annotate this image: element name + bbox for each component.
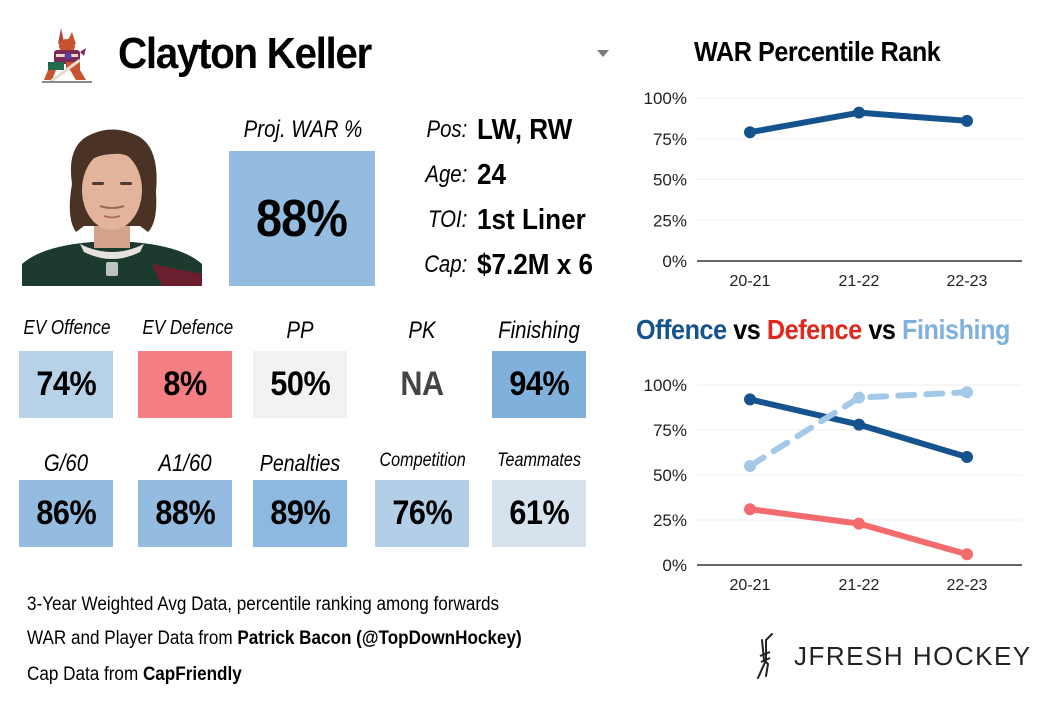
info-row-position: Pos: LW, RW	[405, 108, 615, 152]
stat-tile: 74%	[19, 351, 113, 418]
chart-war-percentile: 0% 25% 50% 75% 100% 20-21 21-22 22-23	[644, 89, 1022, 290]
note-cap-source-name: CapFriendly	[142, 664, 242, 685]
y-tick-label: 0%	[662, 252, 687, 271]
data-point-defence	[961, 548, 973, 561]
stat-tile: NA	[375, 351, 469, 418]
x-tick-label: 22-23	[947, 273, 988, 290]
data-point-finishing	[961, 386, 973, 399]
info-value: 1st Liner	[477, 203, 586, 236]
stat-value: 61%	[509, 494, 569, 532]
stat-label: G/60	[43, 450, 89, 477]
brand-name: JFRESH HOCKEY	[794, 640, 1032, 671]
info-value: 24	[477, 158, 507, 191]
stat-label: PK	[408, 317, 436, 344]
chart-war-title: WAR Percentile Rank	[694, 36, 941, 67]
data-point-war	[853, 106, 865, 119]
data-point-defence	[744, 503, 756, 516]
stat-label: Finishing	[498, 317, 580, 344]
stat-tile: 89%	[253, 480, 347, 547]
data-point-finishing	[744, 460, 756, 472]
stat-label: Teammates	[497, 450, 581, 471]
chart-title-part: Defence	[766, 314, 862, 345]
note-war-source: WAR and Player Data from Patrick Bacon (…	[27, 628, 522, 650]
stat-tile: 76%	[375, 480, 469, 547]
series-line-defence	[747, 506, 970, 558]
stat-value: NA	[400, 365, 444, 403]
info-row-cap: Cap: $7.2M x 6	[405, 243, 615, 287]
x-tick-label: 21-22	[839, 273, 880, 290]
note-war-source-author: Patrick Bacon (@TopDownHockey)	[237, 628, 522, 649]
team-logo	[36, 24, 98, 86]
info-value: LW, RW	[477, 113, 573, 146]
stat-tile: 50%	[253, 351, 347, 418]
stat-value: 89%	[270, 494, 330, 532]
x-tick-label: 22-23	[947, 577, 988, 594]
chart-title-part: vs	[726, 314, 767, 345]
chart-offence-defence-finishing: 0% 25% 50% 75% 100% 20-21 21-22 22-23	[644, 376, 1022, 594]
data-point-offence	[744, 393, 756, 406]
stat-value: 94%	[509, 365, 569, 403]
dropdown-arrow-icon[interactable]	[597, 50, 609, 57]
y-tick-label: 100%	[644, 89, 687, 108]
y-tick-label: 25%	[653, 511, 687, 530]
stat-tile: 8%	[138, 351, 232, 418]
chart-title-part: vs	[861, 314, 903, 345]
proj-war-value: 88%	[256, 189, 349, 248]
x-tick-label: 20-21	[730, 577, 771, 594]
y-tick-label: 50%	[653, 466, 687, 485]
x-tick-label: 20-21	[730, 273, 771, 290]
player-photo	[22, 114, 202, 286]
stat-value: 50%	[270, 365, 330, 403]
proj-war-tile: 88%	[229, 151, 375, 286]
stat-tile: 94%	[492, 351, 586, 418]
stat-label: Penalties	[259, 450, 341, 476]
stat-value: 74%	[36, 365, 96, 403]
stat-label: EV Offence	[23, 317, 111, 339]
data-point-offence	[853, 418, 865, 431]
stat-value: 76%	[392, 494, 452, 532]
note-cap-source: Cap Data from CapFriendly	[27, 664, 242, 686]
info-label: Cap:	[424, 251, 468, 278]
coyotes-logo-icon	[42, 28, 92, 84]
note-war-source-prefix: WAR and Player Data from	[27, 628, 238, 649]
stat-value: 86%	[36, 494, 96, 532]
stat-label: Competition	[379, 450, 466, 471]
y-tick-label: 50%	[653, 171, 687, 190]
stat-tile: 88%	[138, 480, 232, 547]
stat-label: EV Defence	[142, 317, 234, 339]
brand-logo: JFRESH HOCKEY	[752, 630, 1032, 682]
info-label: TOI:	[428, 206, 468, 233]
stat-tile: 86%	[19, 480, 113, 547]
info-value: $7.2M x 6	[477, 248, 594, 281]
info-row-age: Age: 24	[405, 153, 615, 197]
x-tick-label: 21-22	[839, 577, 880, 594]
player-name: Clayton Keller	[118, 29, 372, 78]
data-point-war	[961, 114, 973, 127]
stat-label: A1/60	[158, 450, 212, 477]
data-point-offence	[961, 451, 973, 463]
y-tick-label: 75%	[653, 130, 687, 149]
data-point-finishing	[853, 391, 865, 404]
data-point-war	[744, 126, 756, 139]
note-cap-source-prefix: Cap Data from	[27, 664, 143, 685]
stat-tile: 61%	[492, 480, 586, 547]
proj-war-label: Proj. WAR %	[243, 116, 363, 143]
data-point-defence	[853, 517, 865, 530]
y-tick-label: 100%	[644, 376, 687, 395]
y-tick-label: 75%	[653, 421, 687, 440]
crossed-sticks-icon	[757, 633, 773, 679]
stat-value: 88%	[155, 494, 215, 532]
info-label: Pos:	[426, 116, 468, 143]
chart-title-part: Finishing	[902, 314, 1010, 345]
y-tick-label: 0%	[662, 556, 687, 575]
info-row-toi: TOI: 1st Liner	[405, 198, 615, 242]
stat-label: PP	[286, 317, 314, 344]
chart-off-def-fin-title: Offence vs Defence vs Finishing	[636, 314, 1010, 346]
chart-title-part: Offence	[636, 314, 727, 345]
note-data-description: 3-Year Weighted Avg Data, percentile ran…	[27, 594, 500, 615]
info-label: Age:	[425, 161, 468, 188]
y-tick-label: 25%	[653, 211, 687, 230]
stat-value: 8%	[163, 365, 207, 403]
